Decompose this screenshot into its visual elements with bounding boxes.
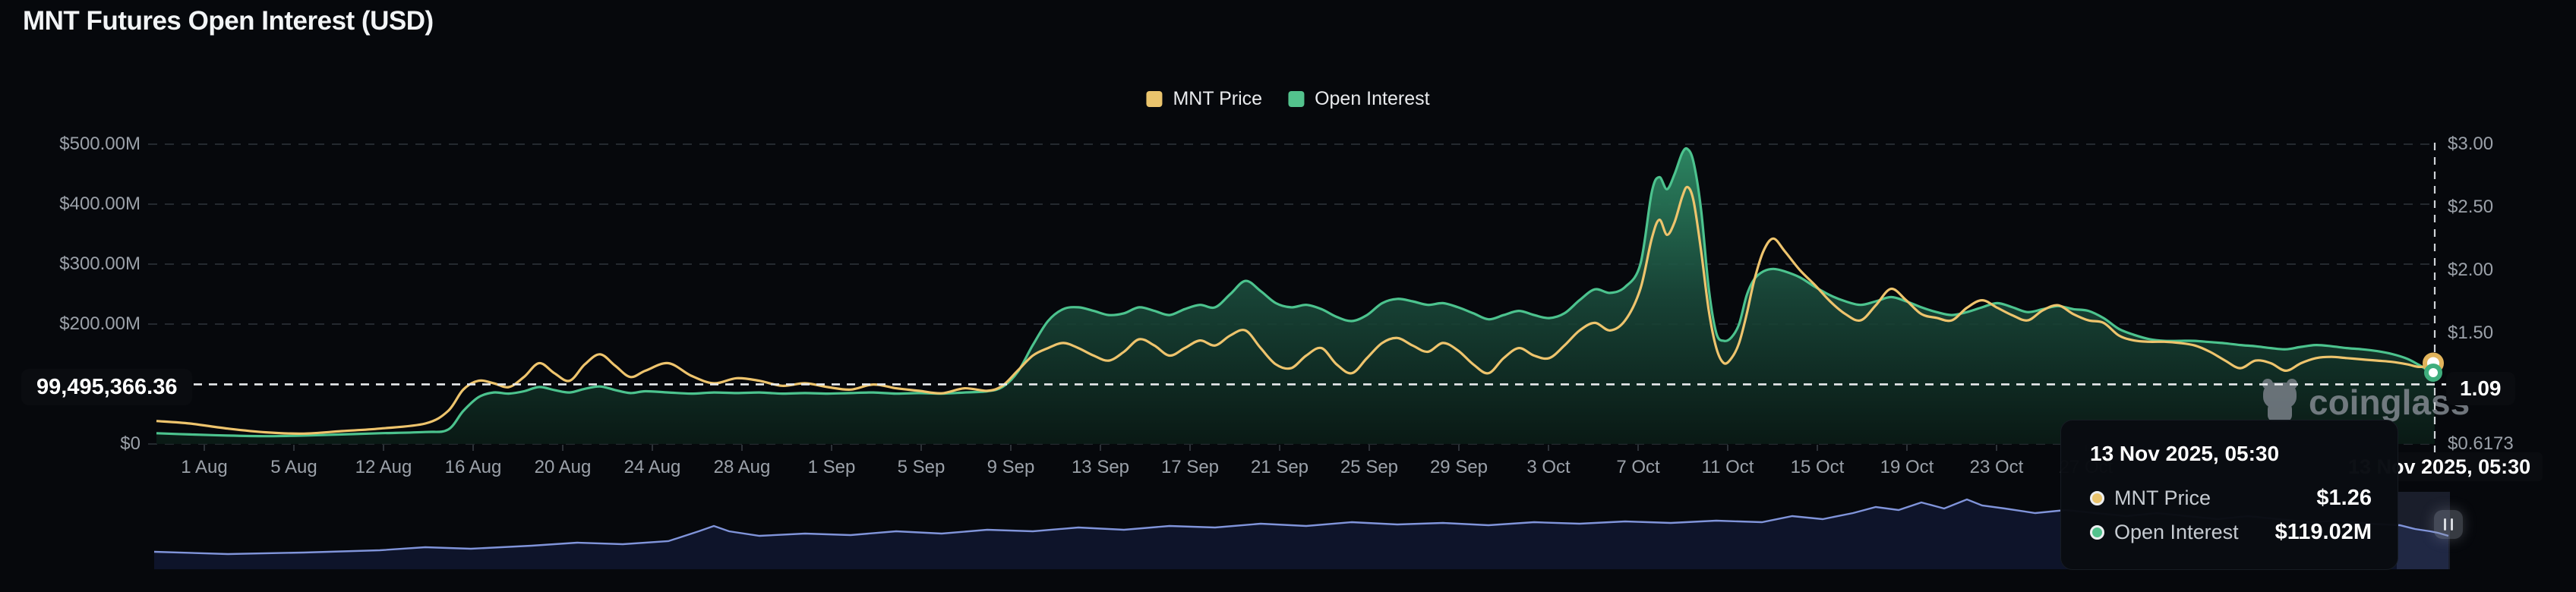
mnt-price-swatch-icon [1146,91,1163,107]
tooltip-date: 13 Nov 2025, 05:30 [2090,442,2280,465]
drag-handle-icon [2451,518,2453,531]
x-axis-tick-label: 25 Sep [1340,457,1399,477]
x-axis-tick-label: 5 Aug [270,457,317,477]
x-axis-tick-label: 20 Aug [534,457,592,477]
tooltip-row-mnt-price: MNT Price $1.26 [2090,486,2372,511]
x-axis-tick-label: 13 Sep [1071,457,1130,477]
x-axis-tick-label: 3 Oct [1526,457,1571,477]
legend-label: Open Interest [1315,88,1430,109]
navigator-handle[interactable] [2434,510,2463,539]
x-axis-tick-label: 9 Sep [987,457,1035,477]
left-axis-tick-label: $200.00M [59,313,140,334]
open-interest-line [156,146,2436,438]
coinglass-bull-icon [2262,379,2297,422]
x-axis-tick-label: 11 Oct [1701,457,1754,477]
right-axis-tick-label: $2.50 [2448,196,2494,217]
legend-item-mnt-price[interactable]: MNT Price [1146,88,1262,110]
left-axis-tick-label: $400.00M [59,194,140,214]
tooltip-value: $119.02M [2275,520,2372,544]
mnt-price-line [156,185,2436,435]
crosshair-price-value-pill: 1.09 [2446,372,2515,405]
x-axis-tick-label: 23 Oct [1969,457,2024,477]
x-axis-tick-label: 1 Sep [807,457,856,477]
crosshair-oi-value-pill: 99,495,366.36 [21,369,193,405]
tooltip-value: $1.26 [2316,486,2372,510]
tooltip-row-open-interest: Open Interest $119.02M [2090,520,2372,545]
x-axis-tick-label: 1 Aug [181,457,228,477]
x-axis-tick-label: 19 Oct [1880,457,1934,477]
x-axis-tick-label: 12 Aug [355,457,412,477]
open-interest-swatch-icon [1288,91,1305,107]
x-axis-tick-label: 17 Sep [1160,457,1220,477]
open-interest-last-marker [2424,363,2442,382]
right-axis-tick-label: $2.00 [2448,259,2494,280]
mnt-price-dot-icon [2090,491,2104,505]
open-interest-area [156,148,2435,445]
tooltip-label: Open Interest [2114,521,2239,543]
drag-handle-icon [2444,518,2446,531]
legend-label: MNT Price [1173,88,1263,109]
x-axis-tick-label: 24 Aug [623,457,681,477]
right-axis-tick-label: $3.00 [2448,134,2494,154]
x-axis-tick-label: 15 Oct [1790,457,1845,477]
navigator-area[interactable] [154,499,2448,569]
x-axis-tick-label: 28 Aug [713,457,771,477]
chart-legend: MNT Price Open Interest [1146,88,1430,110]
right-axis-tick-label: $0.6173 [2448,433,2514,454]
x-axis-tick-label: 29 Sep [1429,457,1488,477]
x-axis-tick-label: 21 Sep [1250,457,1309,477]
x-axis-tick-label: 5 Sep [897,457,945,477]
open-interest-dot-icon [2090,525,2104,540]
x-axis-tick-label: 7 Oct [1616,457,1660,477]
chart-tooltip: 13 Nov 2025, 05:30 MNT Price $1.26 Open … [2060,420,2398,570]
legend-item-open-interest[interactable]: Open Interest [1288,88,1430,110]
page-title: MNT Futures Open Interest (USD) [23,6,434,36]
tooltip-label: MNT Price [2114,487,2211,509]
right-axis-tick-label: $1.50 [2448,322,2494,343]
coinglass-watermark: coinglass [2262,379,2470,422]
left-axis-tick-label: $500.00M [59,134,140,154]
x-axis-tick-label: 16 Aug [444,457,502,477]
left-axis-tick-label: $0 [120,433,140,454]
left-axis-tick-label: $300.00M [59,253,140,274]
coinglass-wordmark: coinglass [2309,383,2470,422]
